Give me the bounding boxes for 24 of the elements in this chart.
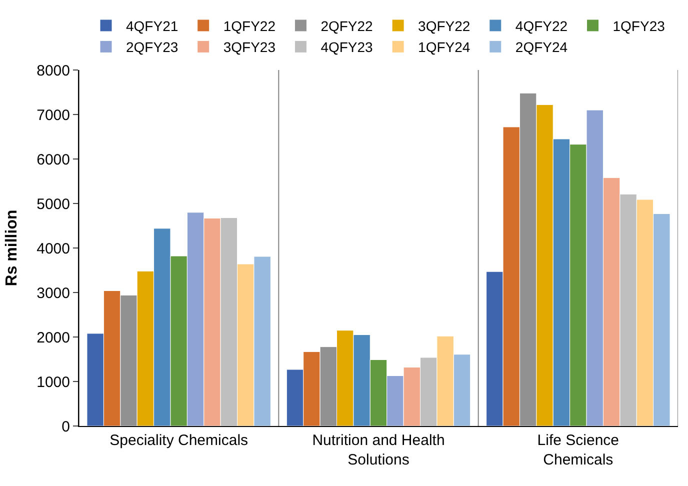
legend-label: 4QFY23 [320,39,374,56]
legend-label: 3QFY23 [223,39,276,56]
y-tick-label: 5000 [36,196,70,213]
legend-label: 3QFY22 [418,18,470,34]
y-tick-label: 0 [62,418,70,436]
legend-label: 1QFY22 [223,18,276,34]
y-tick-label: 3000 [36,284,70,302]
legend-label: 2QFY24 [515,39,568,56]
x-tick-label: Life Science Chemicals [537,432,620,468]
legend-label: 1QFY24 [418,39,470,56]
legend-label: 1QFY23 [612,18,666,34]
legend-label: 4QFY21 [126,18,178,34]
x-tick-label: Nutrition and Health Solutions [312,432,445,468]
y-tick-label: 4000 [36,240,70,258]
y-tick-label: 1000 [36,374,70,391]
y-tick-label: 8000 [36,62,70,80]
y-tick-label: 2000 [36,329,70,346]
legend-label: 2QFY22 [320,18,374,34]
legend-label: 2QFY23 [126,39,178,56]
y-axis-title: Rs million [4,210,21,286]
y-tick-label: 6000 [36,151,70,168]
legend-label: 4QFY22 [515,18,568,34]
x-tick-label: Speciality Chemicals [110,432,248,449]
y-tick-label: 7000 [36,106,70,124]
